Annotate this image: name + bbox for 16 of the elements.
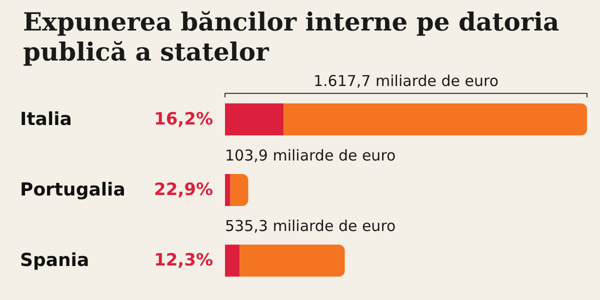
text: 12,3% [154,250,213,271]
y-tick-label: Italia [20,108,72,130]
y-tick-label: Spania [20,250,90,272]
bar [240,244,345,277]
bar [284,103,587,136]
text: 22,9% [154,180,213,200]
bar [225,103,284,136]
annotation: 103,9 miliarde de euro [225,146,396,164]
bar [225,174,230,206]
annotation: 1.617,7 miliarde de euro [313,72,499,90]
text: 16,2% [154,109,213,130]
y-tick-label: Portugalia [20,180,126,200]
chart-title: Expunerea băncilor interne pe datoria publică a statelor [23,8,568,66]
annotation: 535,3 miliarde de euro [225,217,396,236]
bar [230,174,248,206]
bar [225,244,240,277]
